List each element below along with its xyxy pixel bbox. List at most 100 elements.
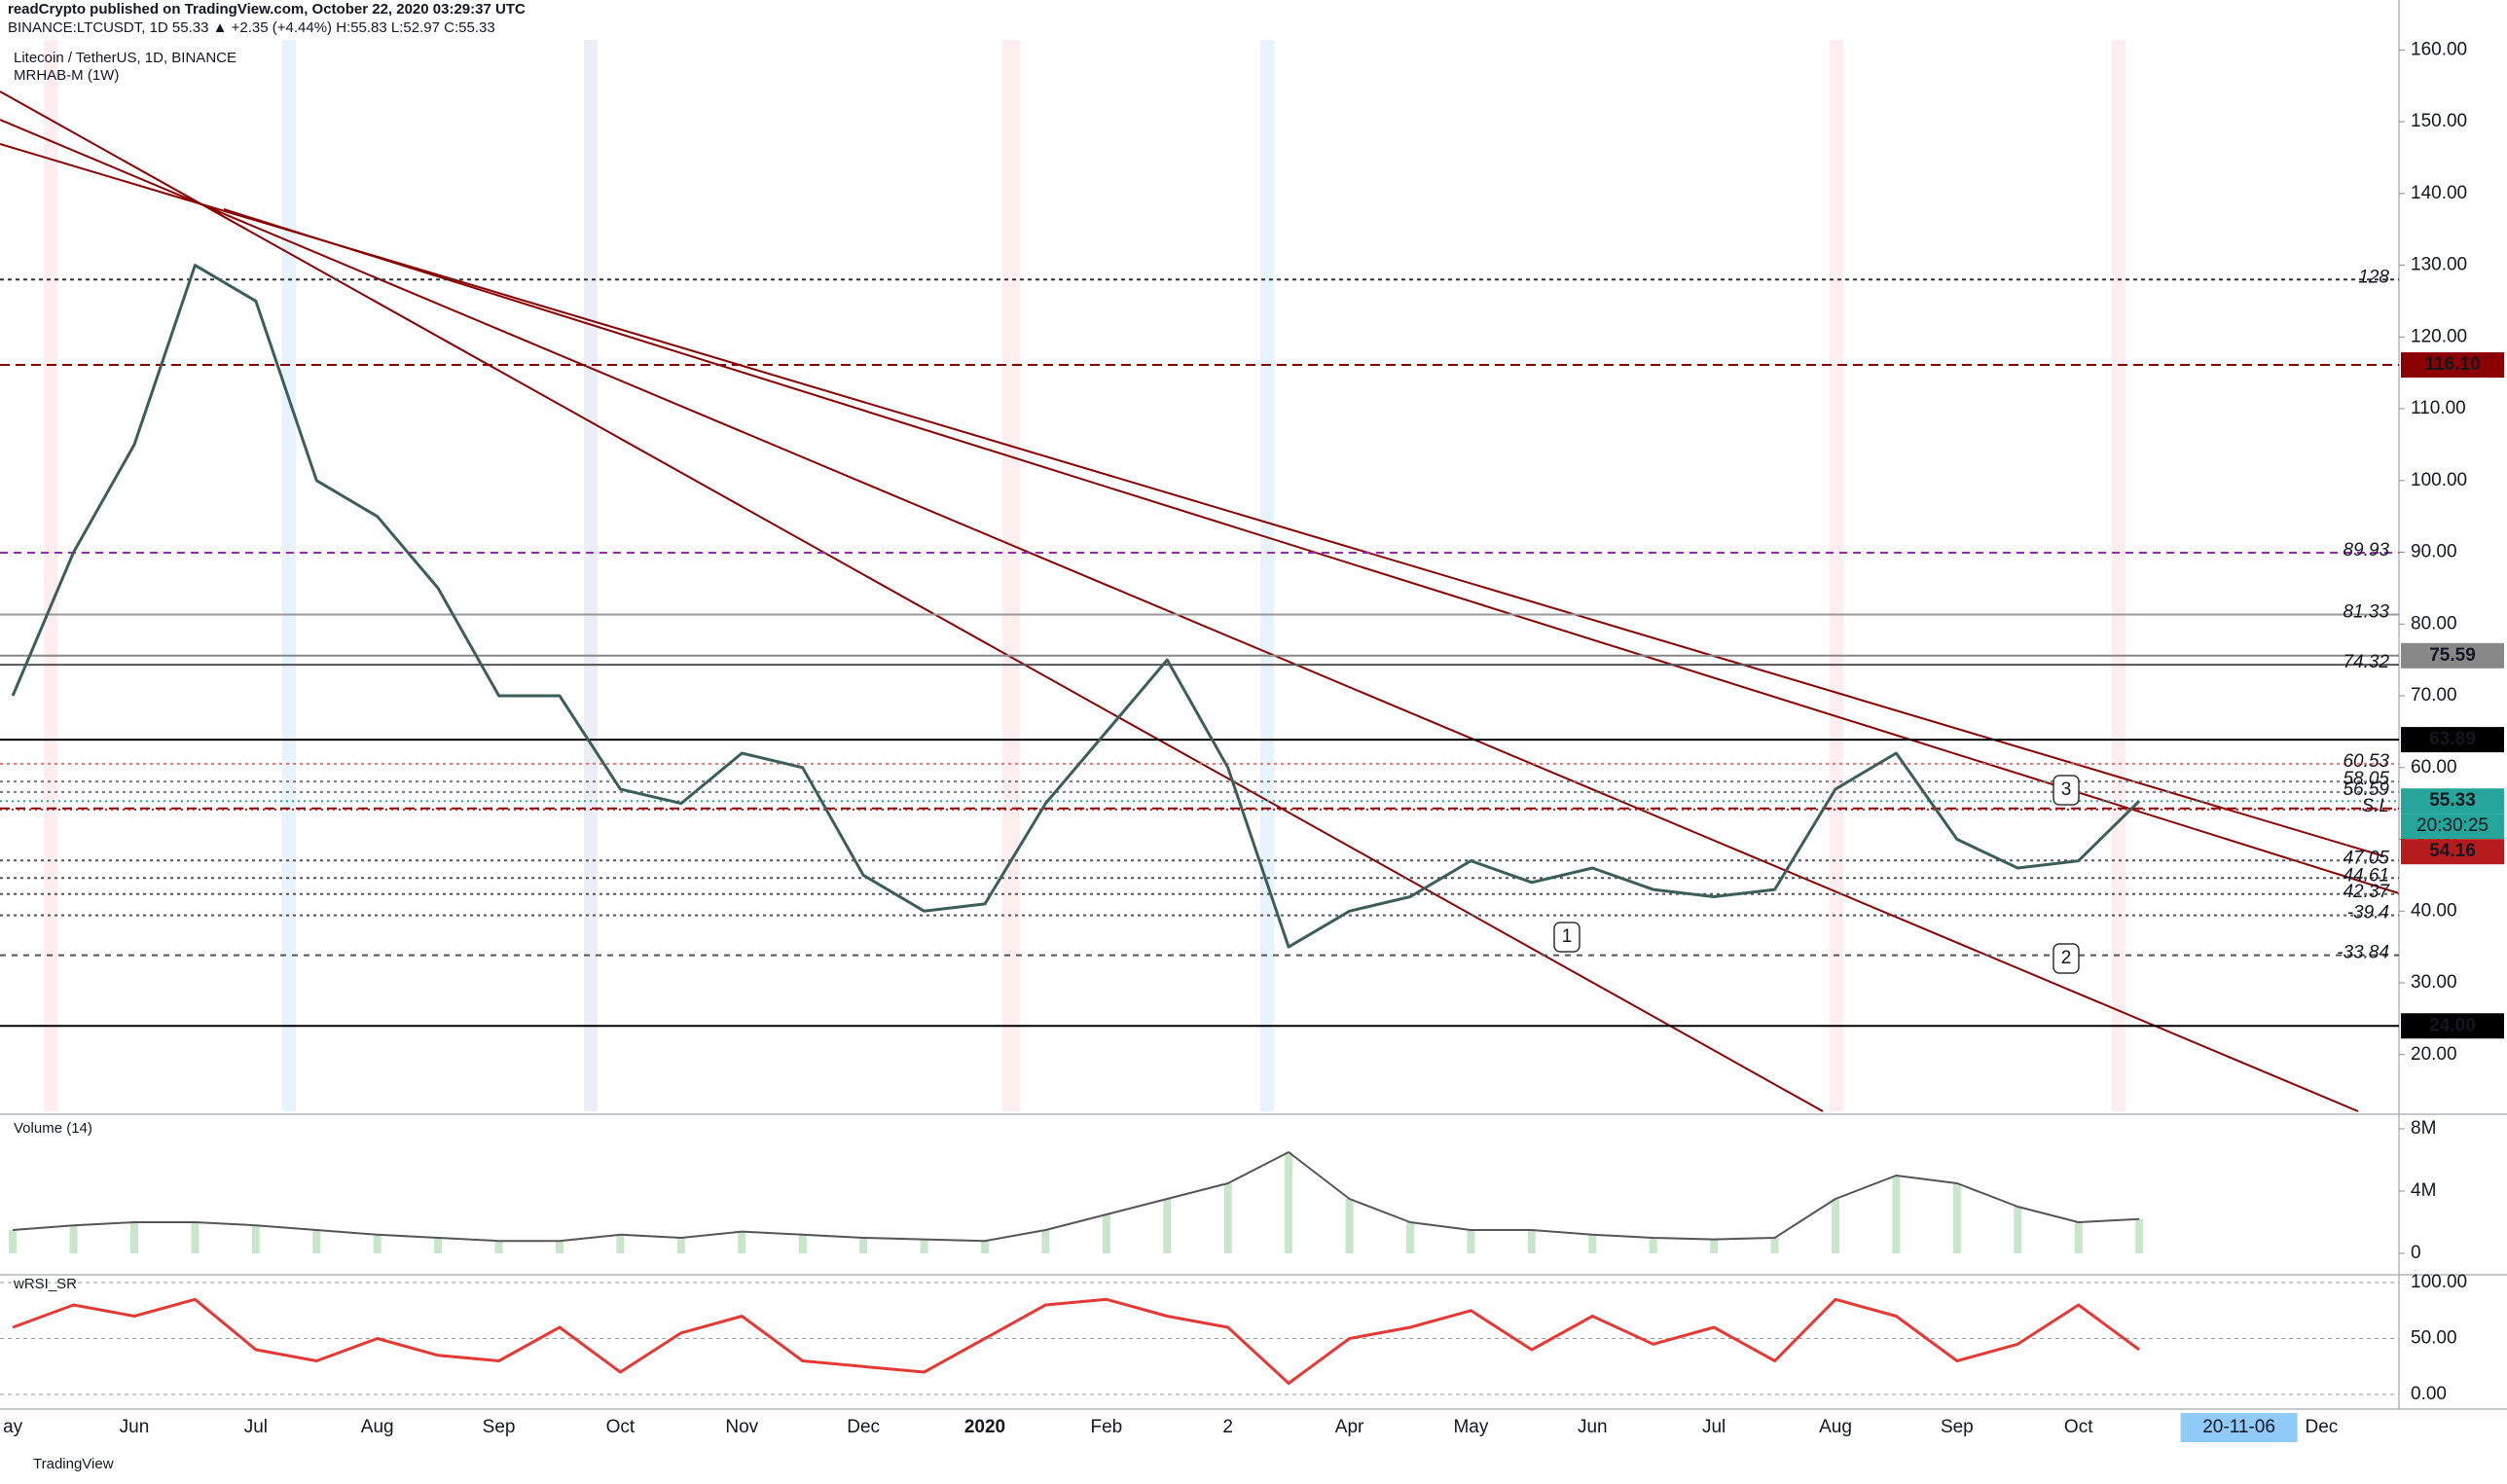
volume-bar (738, 1231, 746, 1253)
stripe (2112, 40, 2126, 1111)
pane-borders (0, 0, 2507, 1410)
y-tick-label: 20.00 (2411, 1044, 2457, 1065)
x-tick-label: Oct (2064, 1417, 2093, 1437)
stripe (1830, 40, 1843, 1111)
volume-bar (312, 1230, 321, 1253)
marker-label: 2 (2061, 948, 2072, 968)
stripe (584, 40, 598, 1111)
level-label: 44.61 (2343, 865, 2389, 886)
level-label: 56.59 (2343, 779, 2389, 800)
y-tick-label: 90.00 (2411, 542, 2457, 562)
volume-bar (1163, 1199, 1172, 1253)
volume-bar (2135, 1218, 2144, 1253)
volume-bar (981, 1241, 989, 1253)
marker-label: 1 (1562, 926, 1573, 947)
volume-bar (920, 1239, 928, 1253)
y-tick-label: 150.00 (2411, 111, 2467, 131)
stripe (44, 40, 57, 1111)
x-tick-label: Jul (1702, 1417, 1726, 1437)
x-tick-label: Feb (1090, 1417, 1122, 1437)
published-line: readCrypto published on TradingView.com,… (8, 1, 526, 18)
trend-line (0, 90, 1824, 1112)
volume-bar (9, 1230, 18, 1253)
y-tick-label: 40.00 (2411, 900, 2457, 921)
level-label: 89.93 (2343, 540, 2389, 561)
volume-title: Volume (14) (14, 1120, 92, 1137)
symbol-line: BINANCE:LTCUSDT, 1D 55.33 ▲ +2.35 (+4.44… (8, 19, 495, 36)
volume-bar (434, 1238, 443, 1253)
indicator-label: MRHAB-M (1W) (14, 67, 119, 84)
volume-bar (2014, 1207, 2022, 1253)
volume-bar (2074, 1222, 2083, 1253)
level-label: S.L (2361, 796, 2389, 816)
y-tick-label: 100.00 (2411, 1272, 2467, 1292)
price-tag (2401, 788, 2504, 814)
volume-bar (1527, 1230, 1536, 1253)
y-tick-label: 50.00 (2411, 1328, 2457, 1349)
level-label: 60.53 (2343, 751, 2389, 772)
y-tick-label: 140.00 (2411, 183, 2467, 203)
volume-bar (616, 1234, 625, 1253)
x-tick-label: Apr (1335, 1417, 1364, 1437)
marker-bubble (2053, 775, 2080, 806)
y-tick-label: 4M (2411, 1180, 2436, 1201)
y-tick-label: 130.00 (2411, 255, 2467, 275)
y-tick-label: 160.00 (2411, 39, 2467, 59)
x-tick-label: Sep (483, 1417, 516, 1437)
volume-bar (859, 1238, 868, 1253)
price-tag (2401, 727, 2504, 753)
y-tick-label: 100.00 (2411, 470, 2467, 490)
level-label: 42.37 (2343, 882, 2390, 902)
x-tick-label: Aug (361, 1417, 394, 1437)
countdown-label: 20:30:25 (2416, 815, 2489, 836)
x-tick-label: Dec (847, 1417, 880, 1437)
level-label: -39.4 (2347, 903, 2389, 923)
volume-bar (69, 1225, 78, 1253)
y-tick-label: 60.00 (2411, 757, 2457, 778)
x-tick-label: Sep (1941, 1417, 1974, 1437)
price-tag-label: 63.89 (2429, 729, 2476, 749)
x-tick-label: May (1453, 1417, 1488, 1437)
volume-ma-line (13, 1151, 2140, 1243)
y-tick-label: 120.00 (2411, 326, 2467, 346)
y-tick-label: 80.00 (2411, 613, 2457, 633)
volume-bar (1892, 1176, 1901, 1253)
volume-bar (191, 1222, 200, 1253)
volume-bar (1041, 1230, 1050, 1253)
price-tag-label: 55.33 (2429, 790, 2476, 811)
volume-bar (556, 1241, 563, 1253)
price-tag (2401, 839, 2504, 865)
price-tag-label: 75.59 (2429, 645, 2476, 666)
trend-line (223, 208, 2400, 894)
x-tick-label: Oct (606, 1417, 636, 1437)
pair-label: Litecoin / TetherUS, 1D, BINANCE (14, 50, 236, 66)
marker-label: 3 (2061, 779, 2072, 800)
price-tag-label: 116.10 (2424, 354, 2480, 375)
level-label: 128 (2358, 267, 2389, 287)
x-tick-label: 2020 (964, 1417, 1005, 1437)
volume-bar (1102, 1214, 1110, 1253)
y-tick-label: 0 (2411, 1243, 2421, 1263)
volume-bar (1770, 1238, 1779, 1253)
brand: TradingView (33, 1456, 114, 1472)
volume-bar (1649, 1238, 1657, 1253)
volume-bar (1832, 1199, 1839, 1253)
x-tick-label: Jul (244, 1417, 268, 1437)
y-tick-label: 110.00 (2411, 398, 2466, 418)
level-label: 47.05 (2343, 848, 2389, 868)
x-tick-label: Jun (120, 1417, 150, 1437)
volume-bar (130, 1222, 138, 1253)
volume-bar (1406, 1222, 1414, 1253)
level-label: 81.33 (2343, 601, 2389, 622)
price-line (11, 264, 2141, 949)
x-tick-label: ay (3, 1417, 23, 1437)
price-tag (2401, 642, 2504, 669)
trend-line (0, 119, 2359, 1112)
volume-bar (1223, 1183, 1232, 1253)
trend-lines (0, 90, 2400, 1112)
volume-bar (251, 1225, 260, 1253)
y-tick-label: 70.00 (2411, 685, 2457, 706)
volume-bar (1285, 1152, 1293, 1253)
level-label: 58.05 (2343, 769, 2389, 789)
